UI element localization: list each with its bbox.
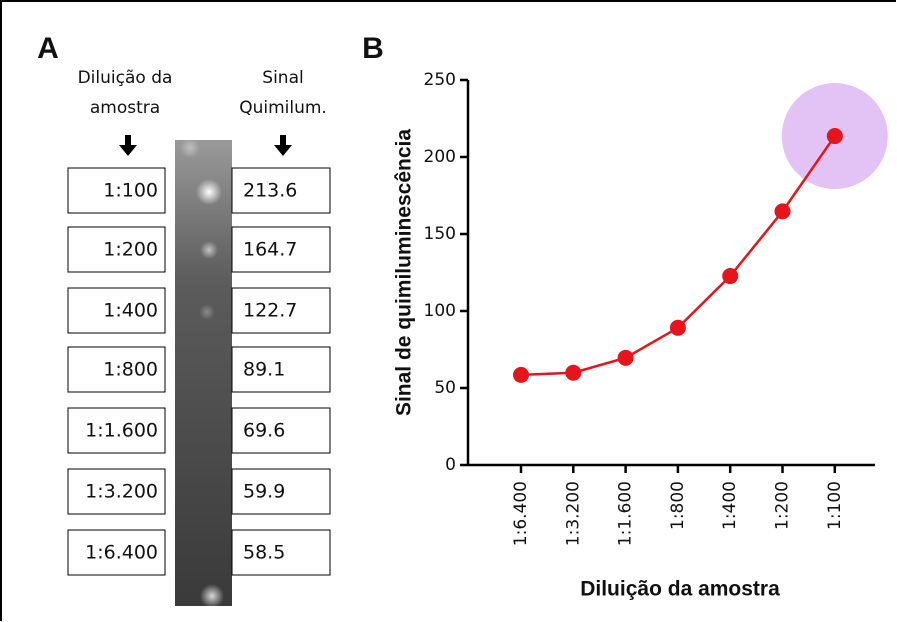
- signal-text: 164.7: [243, 239, 297, 261]
- y-tick-label: 50: [434, 378, 456, 398]
- line: [521, 136, 835, 375]
- column-header: Sinal: [262, 68, 303, 88]
- point: [775, 203, 791, 219]
- x-tick-label: 1:1.600: [616, 481, 636, 546]
- signal-text: 122.7: [243, 300, 297, 322]
- point: [827, 128, 843, 144]
- signal-text: 58.5: [243, 542, 285, 564]
- panel-label: B: [362, 32, 384, 65]
- figure: A Diluição da amostra Sinal Quimilum. 1:100 2…: [0, 0, 897, 622]
- dilution-text: 1:200: [103, 239, 158, 261]
- x-tick-label: 1:400: [720, 481, 740, 530]
- x-tick-label: 1:6.400: [511, 481, 531, 546]
- signal-text: 213.6: [243, 180, 297, 202]
- column-header: amostra: [90, 98, 160, 118]
- column-header: Quimilum.: [239, 98, 327, 118]
- dilution-text: 1:400: [103, 300, 158, 322]
- blot-image: [175, 138, 232, 608]
- point: [618, 350, 634, 366]
- point: [722, 268, 738, 284]
- dilution-text: 1:3.200: [85, 481, 158, 503]
- point: [513, 367, 529, 383]
- x-tick-label: 1:200: [773, 481, 793, 530]
- point: [565, 365, 581, 381]
- column-header: Diluição da: [78, 68, 173, 88]
- x-tick-label: 1:3.200: [563, 481, 583, 546]
- y-axis-title: Sinal de quimiluminescência: [393, 129, 416, 416]
- y-tick-label: 0: [445, 455, 456, 475]
- x-tick-label: 1:100: [825, 481, 845, 530]
- y-tick-label: 250: [424, 70, 456, 90]
- x-axis-title: Diluição da amostra: [580, 578, 780, 601]
- dilution-text: 1:1.600: [85, 420, 158, 442]
- signal-text: 69.6: [243, 420, 285, 442]
- y-tick-label: 150: [424, 224, 456, 244]
- y-tick-label: 100: [424, 301, 456, 321]
- dilution-text: 1:6.400: [85, 542, 158, 564]
- x-tick-label: 1:800: [668, 481, 688, 530]
- panel-label: A: [37, 32, 59, 65]
- point: [670, 320, 686, 336]
- dilution-text: 1:800: [103, 359, 158, 381]
- signal-text: 59.9: [243, 481, 285, 503]
- dilution-text: 1:100: [103, 180, 158, 202]
- y-tick-label: 200: [424, 147, 456, 167]
- signal-text: 89.1: [243, 359, 285, 381]
